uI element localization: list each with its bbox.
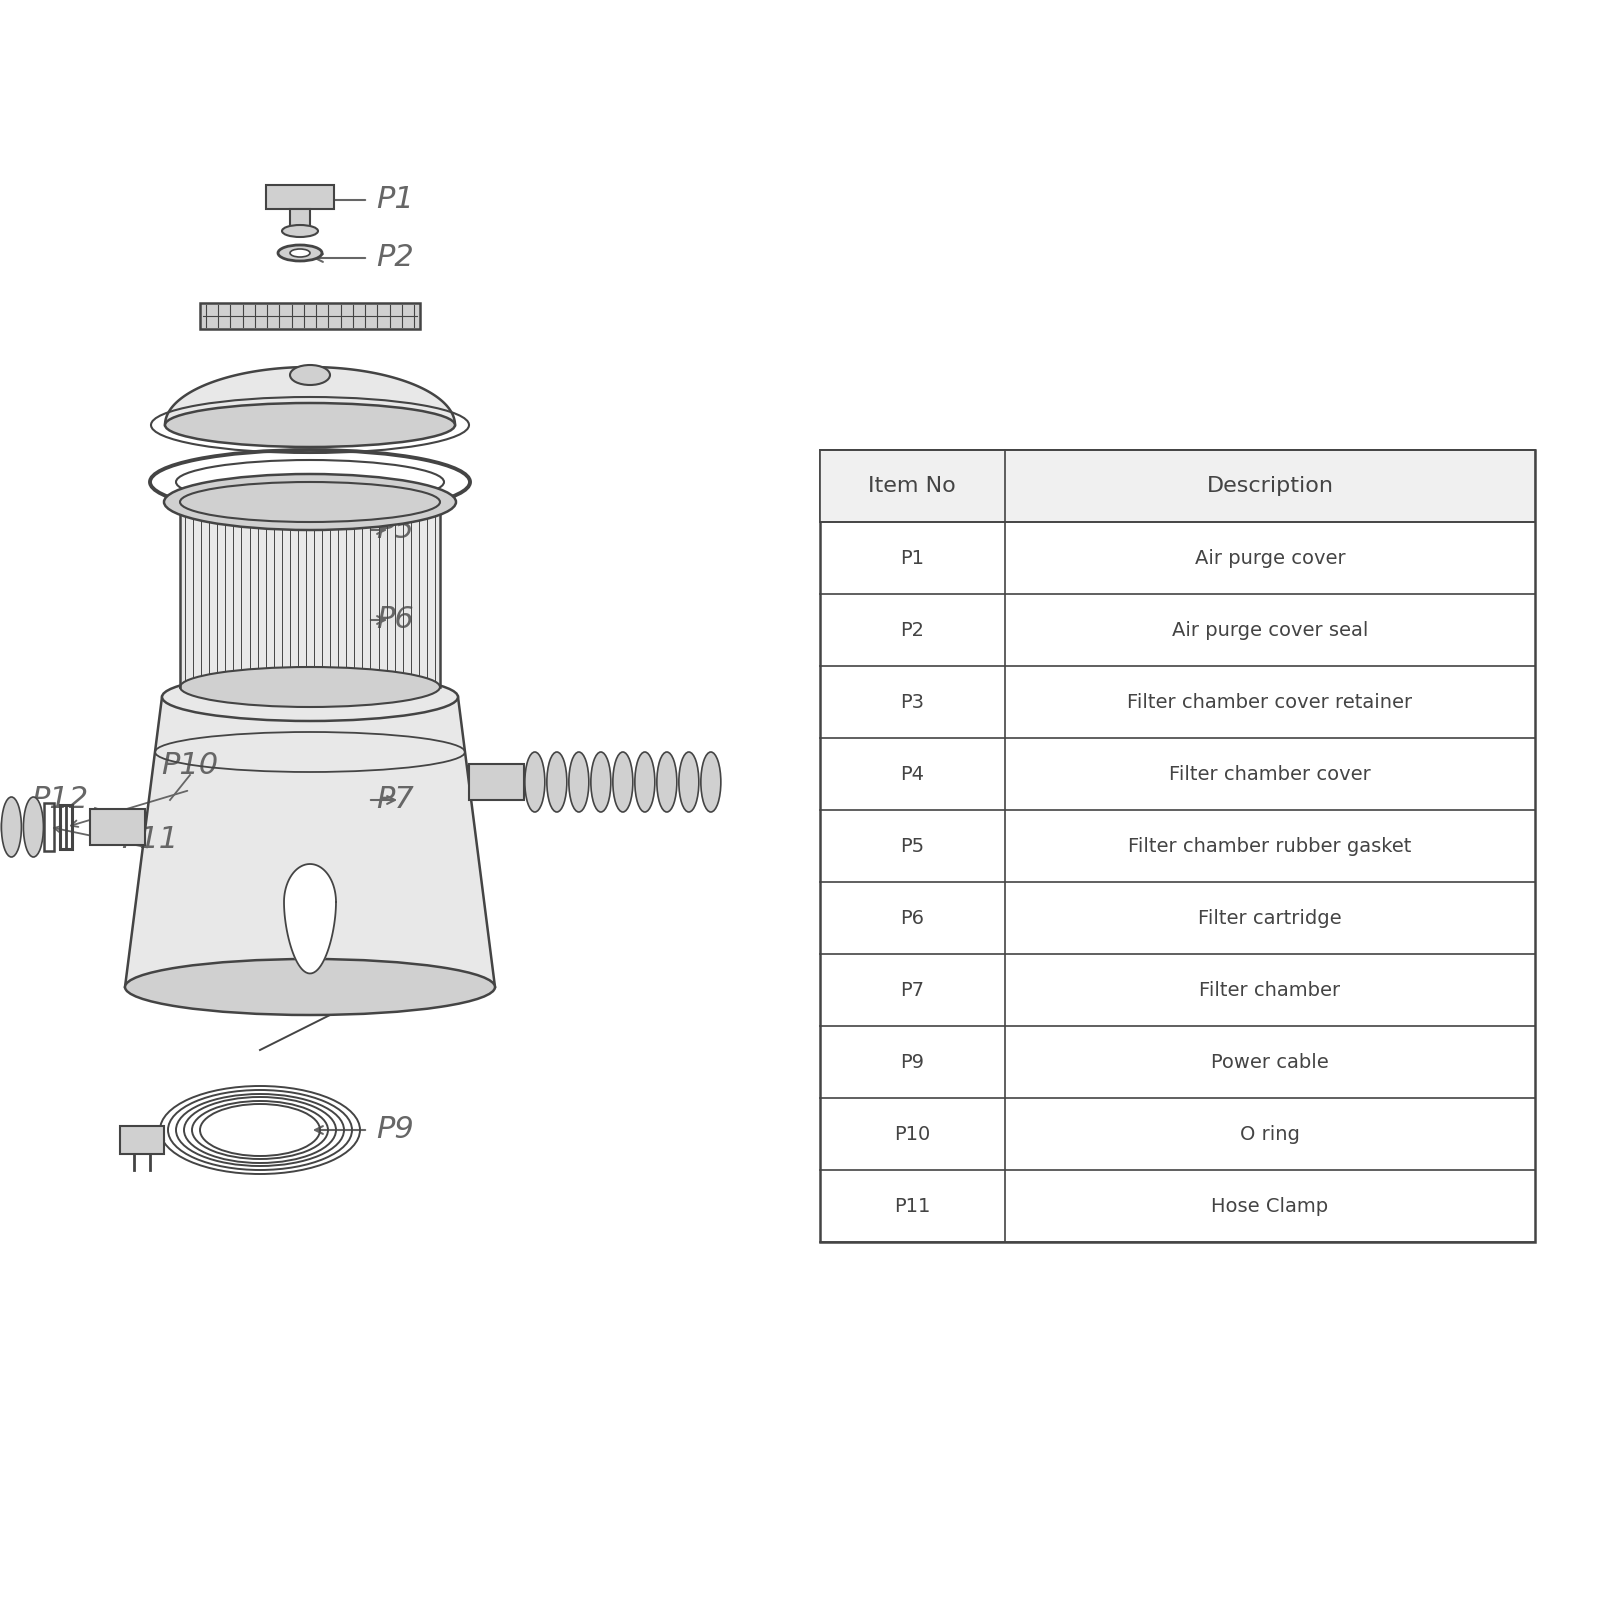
Bar [120, 1126, 165, 1154]
Text: Description: Description [1206, 477, 1333, 496]
Text: P5: P5 [376, 515, 414, 544]
Text: Air purge cover: Air purge cover [1195, 549, 1346, 568]
Bar [45, 803, 54, 851]
Ellipse shape [658, 752, 677, 813]
Text: P6: P6 [899, 909, 925, 928]
Ellipse shape [179, 667, 440, 707]
Ellipse shape [547, 752, 566, 813]
Text: Power cable: Power cable [1211, 1053, 1330, 1072]
Ellipse shape [179, 482, 440, 522]
Bar [200, 302, 419, 330]
Polygon shape [179, 502, 440, 686]
Text: P3: P3 [899, 693, 925, 712]
Text: Filter chamber rubber gasket: Filter chamber rubber gasket [1128, 837, 1411, 856]
Text: Filter chamber cover: Filter chamber cover [1170, 765, 1371, 784]
Text: Filter cartridge: Filter cartridge [1198, 909, 1342, 928]
Text: Air purge cover seal: Air purge cover seal [1171, 621, 1368, 640]
Ellipse shape [165, 403, 454, 446]
Bar [61, 805, 72, 850]
Ellipse shape [125, 958, 494, 1014]
Ellipse shape [2, 797, 21, 858]
Text: P4: P4 [899, 765, 925, 784]
Text: P9: P9 [376, 1115, 414, 1144]
Text: O ring: O ring [1240, 1125, 1299, 1144]
Bar [290, 210, 310, 230]
Ellipse shape [290, 250, 310, 258]
Text: P3: P3 [376, 306, 414, 334]
Ellipse shape [570, 752, 589, 813]
Ellipse shape [176, 461, 445, 504]
Ellipse shape [635, 752, 654, 813]
Ellipse shape [701, 752, 722, 813]
Bar [469, 765, 523, 800]
Bar [266, 186, 334, 210]
Bar [819, 450, 1534, 1242]
Text: P6: P6 [376, 605, 414, 635]
Ellipse shape [278, 245, 322, 261]
Text: Item No: Item No [869, 477, 955, 496]
Polygon shape [285, 864, 336, 973]
Text: Hose Clamp: Hose Clamp [1211, 1197, 1328, 1216]
Text: P11: P11 [122, 826, 179, 854]
Text: P1: P1 [376, 186, 414, 214]
Text: P10: P10 [162, 750, 219, 779]
Text: P7: P7 [899, 981, 925, 1000]
Ellipse shape [162, 674, 458, 722]
Text: P9: P9 [899, 1053, 925, 1072]
Text: P11: P11 [894, 1197, 930, 1216]
Text: P7: P7 [376, 786, 414, 814]
Ellipse shape [165, 474, 456, 530]
Ellipse shape [613, 752, 634, 813]
Text: P12: P12 [32, 786, 88, 814]
Bar [91, 810, 146, 845]
Ellipse shape [525, 752, 546, 813]
Ellipse shape [290, 365, 330, 386]
Polygon shape [125, 698, 494, 987]
Text: P1: P1 [899, 549, 925, 568]
Ellipse shape [590, 752, 611, 813]
Text: P4: P4 [376, 405, 414, 435]
Text: P10: P10 [894, 1125, 930, 1144]
Text: P2: P2 [376, 243, 414, 272]
Ellipse shape [24, 797, 43, 858]
Ellipse shape [282, 226, 318, 237]
Polygon shape [165, 366, 454, 426]
Text: Filter chamber: Filter chamber [1200, 981, 1341, 1000]
Ellipse shape [678, 752, 699, 813]
Text: P5: P5 [899, 837, 925, 856]
Bar [819, 450, 1534, 522]
Text: Filter chamber cover retainer: Filter chamber cover retainer [1128, 693, 1413, 712]
Text: P2: P2 [899, 621, 925, 640]
